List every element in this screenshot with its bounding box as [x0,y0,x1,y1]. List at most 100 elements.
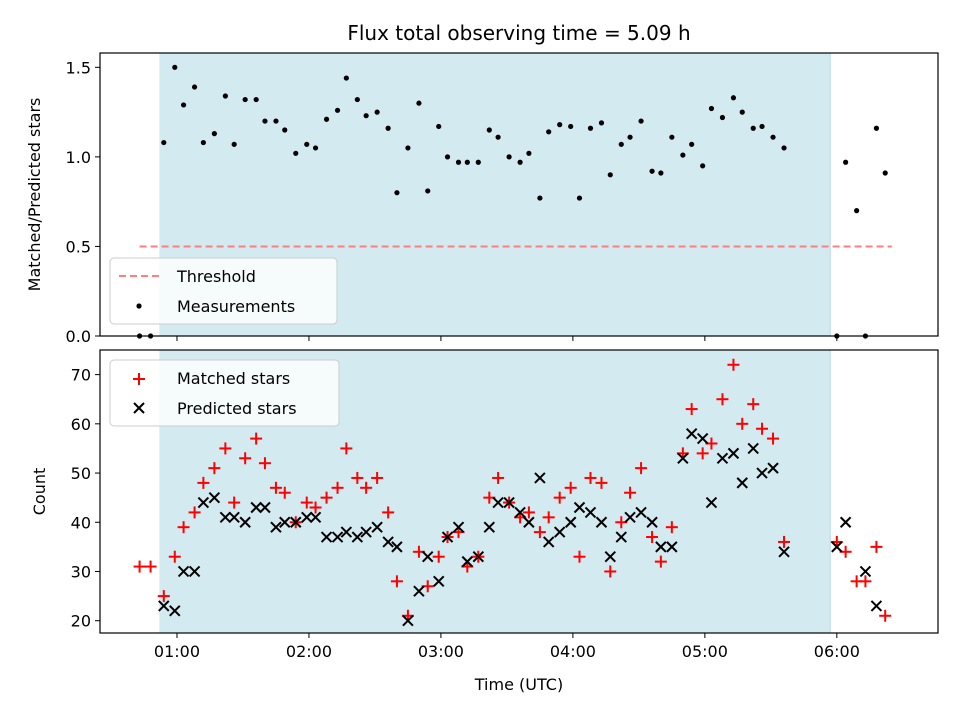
ratio-y-axis-label: Matched/Predicted stars [25,98,44,292]
measurements-point [191,84,198,90]
measurements-point [486,127,492,133]
measurements-point [282,127,288,133]
count-y-axis-label: Count [30,468,49,516]
predicted-stars-point [677,452,689,464]
matched-stars-point [239,452,252,465]
predicted-stars-point [270,521,282,533]
predicted-stars-point [492,496,504,509]
matched-stars-point [177,521,190,534]
matched-stars-point [696,447,709,460]
predicted-stars-point [290,516,302,528]
predicted-stars-point [228,511,240,524]
predicted-stars-legend-marker [133,402,145,414]
matched-stars-point [654,555,667,568]
predicted-stars-point [534,472,546,484]
predicted-stars-point [553,526,566,538]
predicted-stars-point [340,526,353,538]
measurements-point [464,159,470,165]
matched-stars-point [756,422,769,435]
predicted-stars-point [705,496,718,509]
predicted-stars-point [655,541,667,553]
measurements-point [304,141,310,147]
matched-stars-series [133,358,892,622]
measurements-point [546,129,552,135]
predicted-stars-point [169,605,181,617]
measurements-point [323,116,330,122]
measurements-point [436,123,442,130]
predicted-stars-point [208,491,221,504]
ratio-legend: Threshold Measurements [109,257,338,325]
predicted-stars-point [219,511,232,524]
predicted-stars-point [188,565,201,578]
predicted-stars-point [452,521,465,533]
count-legend-box [109,359,340,427]
measurements-point [638,118,644,124]
measurements-point [649,168,655,174]
predicted-stars-point [859,565,872,578]
matched-stars-point [228,496,241,509]
matched-stars-point [320,491,333,504]
matched-stars-point [390,575,403,588]
predicted-stars-point [584,506,597,519]
measurements-point [444,154,451,160]
predicted-stars-point [422,551,434,563]
matched-stars-point [716,393,729,406]
predicted-stars-point [402,614,414,627]
matched-stars-point [208,462,221,475]
predicted-stars-point [624,511,636,524]
count-y-tick-label: 40 [71,513,91,532]
predicted-stars-point [646,516,658,528]
matched-stars-point [595,476,608,489]
predicted-stars-point [320,531,333,543]
matched-stars-point [250,432,263,445]
count-y-tick-label: 70 [71,366,91,385]
measurements-point [385,125,391,131]
ratio-y-tick-label: 1.5 [66,58,91,77]
measurements-point [312,145,319,151]
measurements-point [425,188,431,194]
measurements-point [781,145,787,151]
x-axis-label: Time (UTC) [474,675,563,694]
measurements-point [475,159,481,165]
matched-stars-point [219,442,232,455]
matched-stars-point [870,540,883,553]
measurements-point [770,134,776,140]
predicted-stars-point [441,531,454,543]
predicted-stars-point [301,511,313,524]
measurements-point [750,125,756,131]
measurements-point [334,107,341,113]
matched-stars-legend-label: Matched stars [177,369,290,388]
measurements-point [730,95,737,101]
matched-stars-point [382,506,395,519]
predicted-stars-point [564,516,577,528]
matched-stars-point [778,535,791,548]
measurements-point [262,118,268,124]
ratio-y-tick-label: 0.5 [66,237,91,256]
predicted-stars-point [573,501,586,514]
measurements-point [231,141,237,147]
ratio-legend-box [109,257,338,325]
x-tick-label: 05:00 [682,642,728,661]
measurements-point [180,102,187,108]
predicted-stars-point [685,427,698,440]
predicted-stars-point [391,541,403,553]
measurements-point [253,96,259,103]
matched-stars-legend-marker [133,373,145,385]
count-legend: Matched stars Predicted stars [109,359,340,427]
measurements-point [627,134,633,140]
measurements-point [618,141,624,147]
measurements-point [273,118,279,124]
measurements-point [607,172,613,178]
measurements-point [669,134,675,140]
measurements-point [416,100,422,106]
predicted-stars-point [831,541,843,553]
measurements-point [526,150,532,156]
matched-stars-point [197,476,210,489]
predicted-stars-point [514,506,526,519]
matched-stars-point [747,398,760,411]
predicted-stars-point [839,516,852,528]
matched-stars-point [522,506,535,519]
measurements-point [172,64,178,70]
measurements-point [242,96,248,103]
